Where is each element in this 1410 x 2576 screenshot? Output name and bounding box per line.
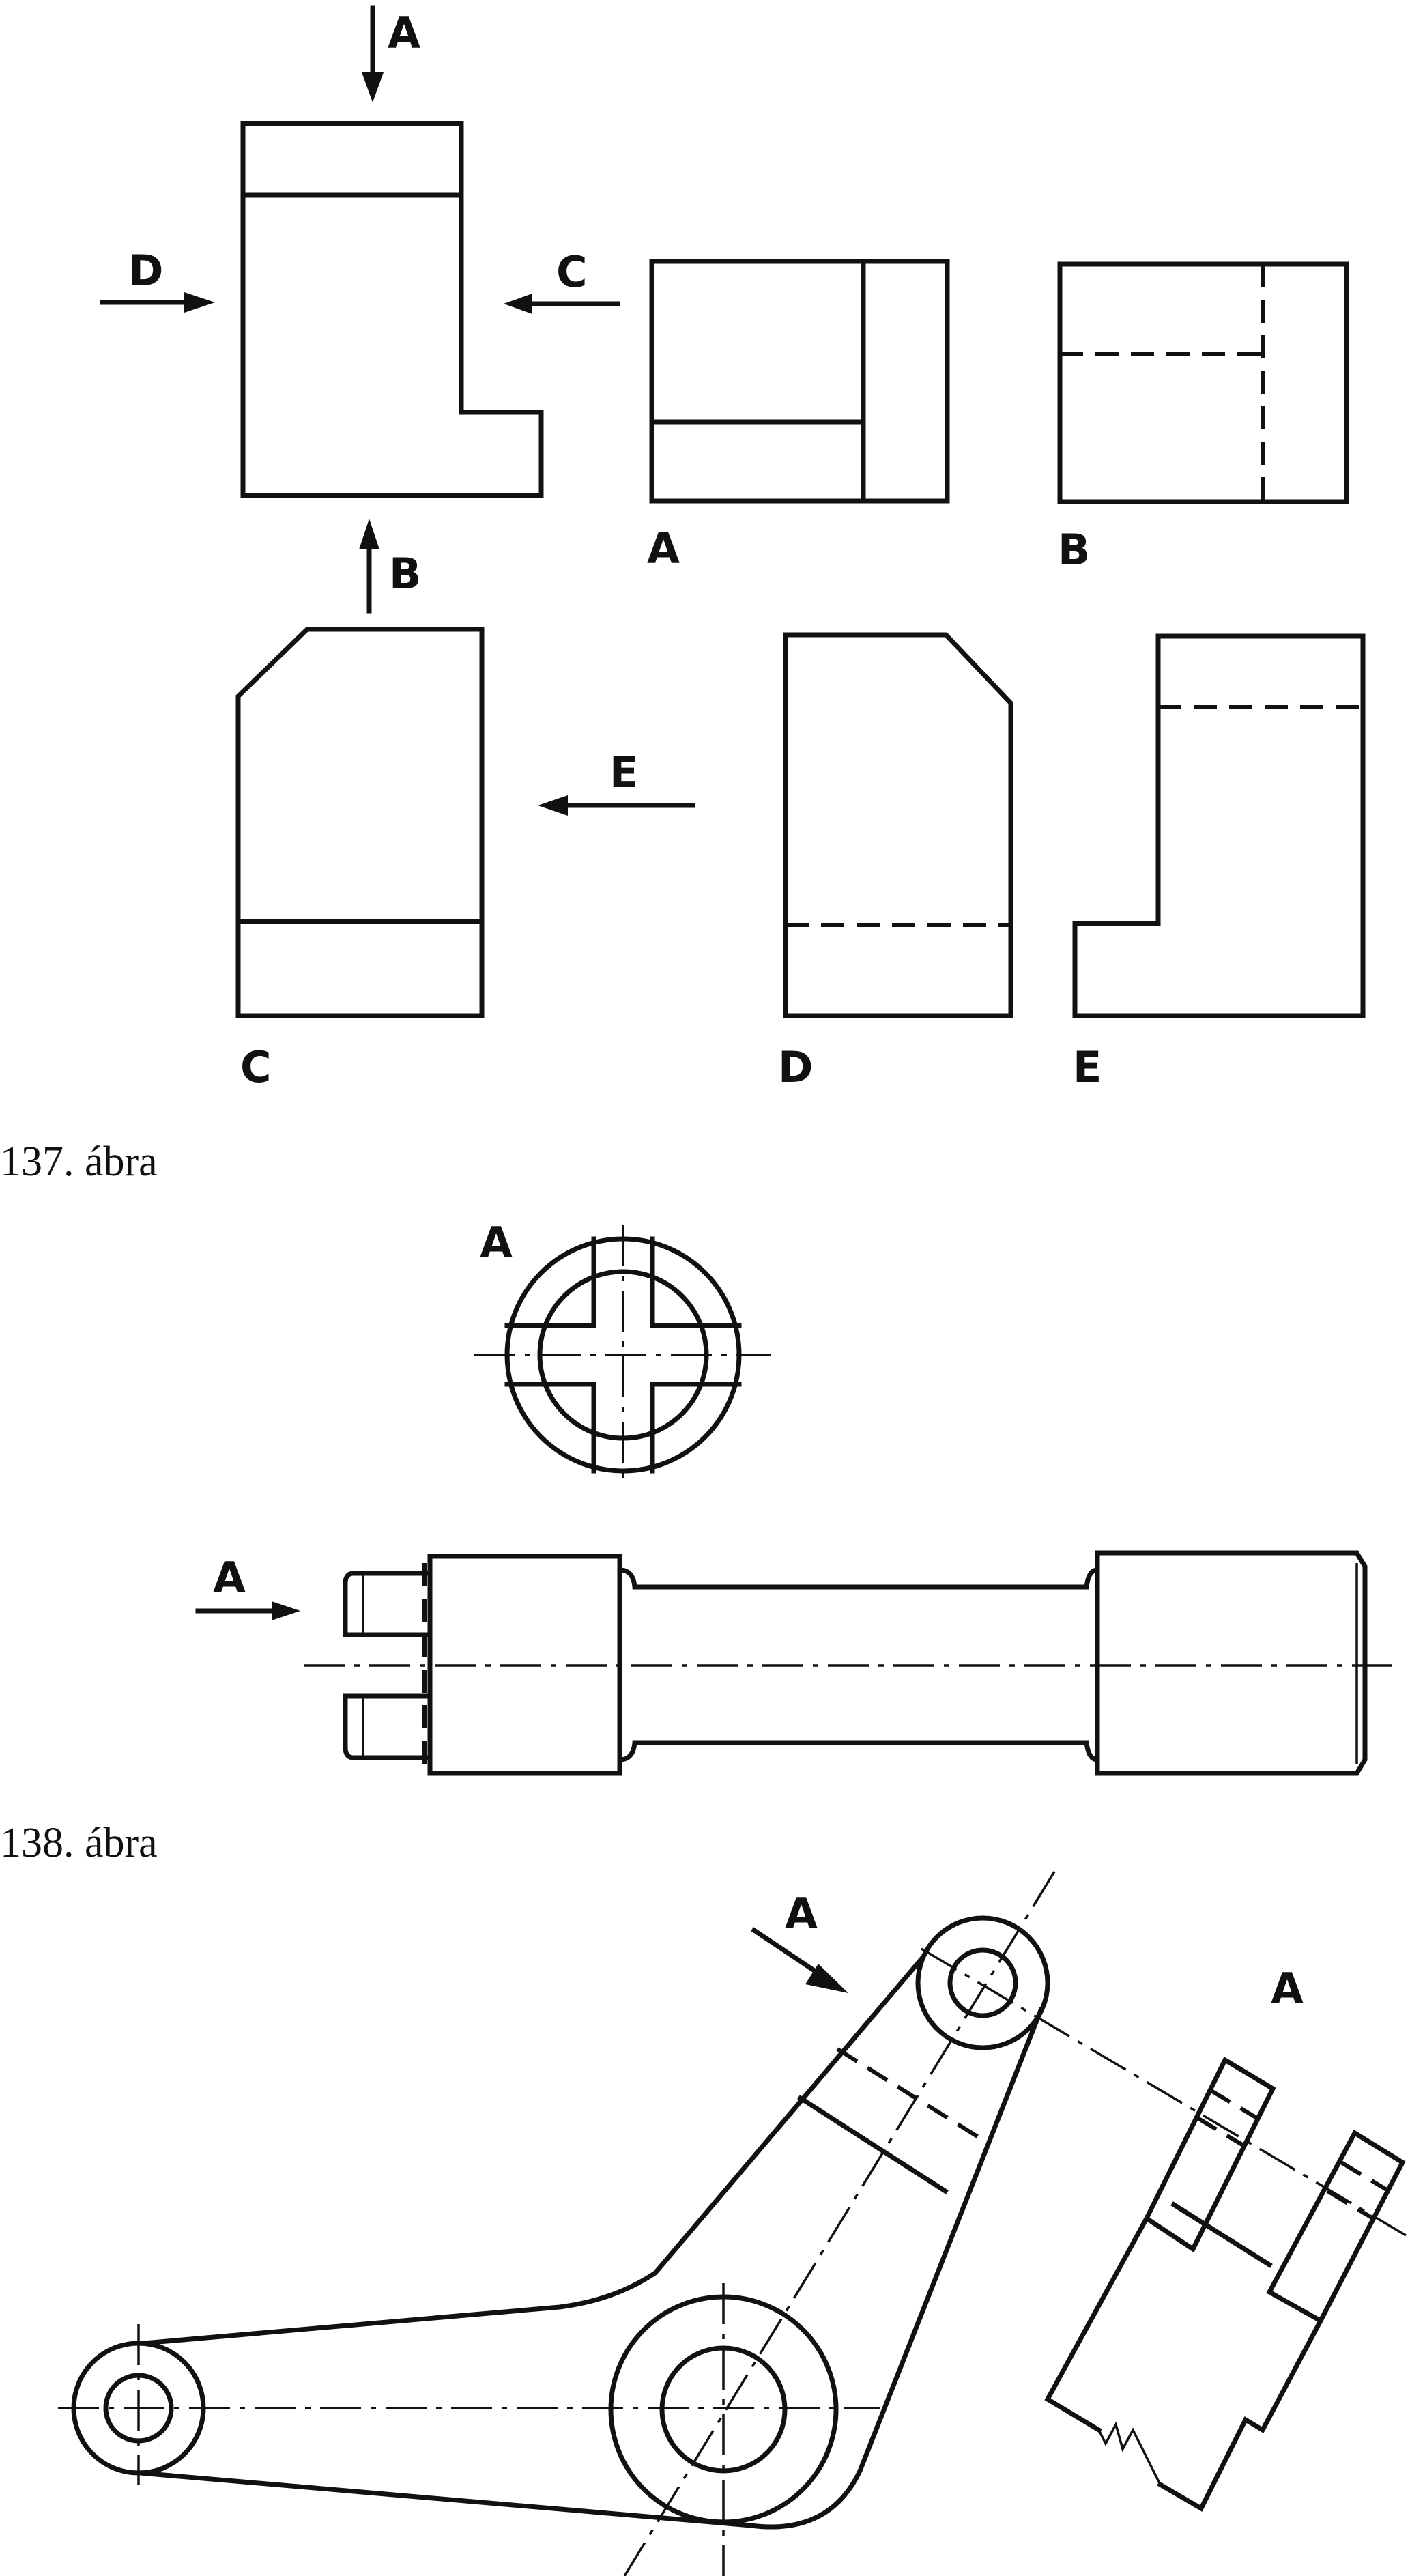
fig137-candidate-label-d: D <box>778 1042 813 1092</box>
fig137-arrow-label-b: B <box>389 549 421 599</box>
fig137-main-part <box>240 121 544 498</box>
fig139-view-label: A <box>1271 1964 1304 2014</box>
fig137-caption: 137. ábra <box>0 1139 158 1185</box>
fig137-arrow-label-e: E <box>609 747 638 797</box>
figure-139: A A <box>58 1871 1407 2576</box>
fig137-view-arrow-a: A <box>362 5 420 102</box>
fig137-candidate-label-e: E <box>1073 1042 1102 1092</box>
fig139-lever-body <box>58 1871 1407 2576</box>
fig137-candidate-label-a: A <box>647 524 680 573</box>
figure-138: A A <box>0 1218 1392 1866</box>
fig137-view-arrow-b: B <box>359 519 421 614</box>
fig139-auxiliary-view-a: A <box>1044 1964 1406 2512</box>
fig138-side-view <box>304 1550 1392 1776</box>
fig138-end-view-label: A <box>480 1218 513 1268</box>
fig137-arrow-label-a: A <box>388 8 420 58</box>
fig138-arrow-label: A <box>213 1553 246 1603</box>
fig137-view-arrow-c: C <box>504 247 620 314</box>
fig137-candidate-view-b: B <box>1057 261 1349 575</box>
fig138-caption: 138. ábra <box>0 1820 158 1866</box>
fig137-candidate-view-a: A <box>647 259 950 573</box>
fig139-view-arrow-a: A <box>751 1889 848 1993</box>
fig138-end-view-a: A <box>474 1218 771 1485</box>
fig139-arrow-label: A <box>785 1889 818 1938</box>
fig137-view-arrow-d: D <box>100 246 215 313</box>
fig137-candidate-label-c: C <box>240 1042 272 1092</box>
figure-137: A D C B A <box>0 5 1366 1185</box>
fig137-candidate-view-c: C <box>235 627 485 1092</box>
fig137-view-arrow-e: E <box>538 747 695 816</box>
fig137-candidate-view-e: E <box>1072 633 1366 1092</box>
fig138-view-arrow-a: A <box>195 1553 300 1620</box>
fig137-candidate-label-b: B <box>1058 525 1090 575</box>
fig137-arrow-label-c: C <box>556 247 588 297</box>
fig137-candidate-view-d: D <box>778 632 1013 1092</box>
fig137-arrow-label-d: D <box>128 246 163 296</box>
